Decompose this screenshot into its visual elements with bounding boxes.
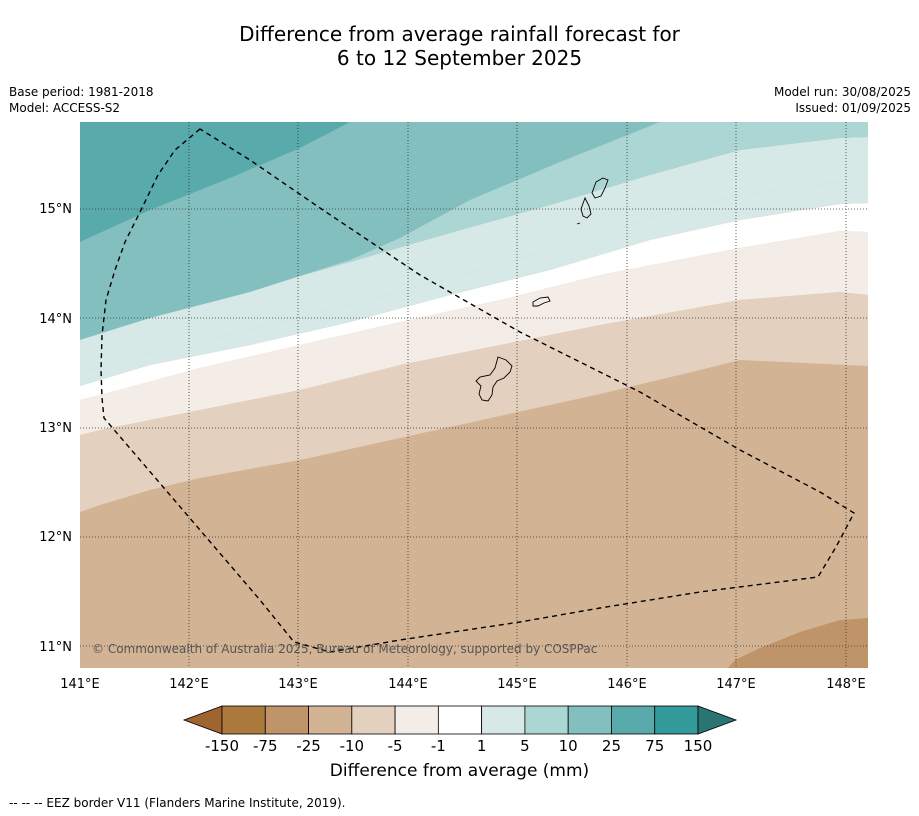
colorbar-bin	[611, 705, 656, 735]
colorbar-tick-label: 1	[477, 737, 487, 755]
colorbar-tick-label: -150	[205, 737, 239, 755]
colorbar-tick-label: -10	[340, 737, 365, 755]
saipan-coastline	[591, 177, 609, 199]
colorbar-title: Difference from average (mm)	[329, 761, 590, 781]
colorbar-bin	[524, 705, 569, 735]
eez-footnote: -- -- -- EEZ border V11 (Flanders Marine…	[9, 796, 346, 810]
rota-coastline	[532, 296, 551, 307]
rain-band--75-to--25	[728, 618, 868, 668]
colorbar-bin	[264, 705, 309, 735]
colorbar-bin	[481, 705, 526, 735]
colorbar-bin	[221, 705, 266, 735]
colorbar-tick-label: -75	[253, 737, 278, 755]
rain-band--10-to--5	[80, 292, 868, 512]
rain-band-1-to-5	[80, 137, 868, 372]
lat-label-14: 14°N	[39, 312, 72, 327]
colorbar-bin	[394, 705, 439, 735]
lat-label-13: 13°N	[39, 421, 72, 436]
title-line-1: Difference from average rainfall forecas…	[239, 22, 680, 46]
lat-label-12: 12°N	[39, 530, 72, 545]
rain-band-1-to-5-lower	[80, 180, 868, 386]
colorbar-tick-label: 25	[602, 737, 621, 755]
lon-label-147: 147°E	[716, 677, 756, 692]
colorbar-tick-label: -25	[296, 737, 321, 755]
lon-label-146: 146°E	[607, 677, 647, 692]
longitude-labels: 141°E 142°E 143°E 144°E 145°E 146°E 147°…	[60, 677, 866, 692]
rain-band--5-to--1	[80, 231, 868, 435]
colorbar-tick-label: -1	[431, 737, 446, 755]
base-period: Base period: 1981-2018	[9, 85, 154, 99]
lon-label-142: 142°E	[169, 677, 209, 692]
model-run: Model run: 30/08/2025	[773, 85, 911, 99]
rain-band--1-to-1	[80, 203, 868, 400]
colorbar-bin	[567, 705, 612, 735]
lon-label-145: 145°E	[497, 677, 537, 692]
lat-label-15: 15°N	[39, 202, 72, 217]
issued-date: Issued: 01/09/2025	[795, 101, 911, 115]
aguijan-coastline	[576, 222, 581, 225]
lon-label-144: 144°E	[388, 677, 428, 692]
rain-band-25-to-75	[80, 122, 350, 242]
colorbar-tick-label: 10	[559, 737, 578, 755]
graticule	[80, 122, 868, 668]
lon-label-141: 141°E	[60, 677, 100, 692]
title-line-2: 6 to 12 September 2025	[336, 46, 583, 70]
colorbar: -150 -75 -25 -10 -5 -1 1 5 10 25 75 150	[182, 705, 738, 755]
colorbar-tick-label: 75	[645, 737, 664, 755]
colorbar-bin	[654, 705, 699, 735]
latitude-labels: 15°N 14°N 13°N 12°N 11°N	[39, 202, 72, 655]
colorbar-bin	[437, 705, 483, 735]
model-name: Model: ACCESS-S2	[9, 101, 121, 115]
coastlines	[475, 177, 609, 402]
lon-label-148: 148°E	[826, 677, 866, 692]
colorbar-bin	[351, 705, 396, 735]
guam-coastline	[475, 356, 513, 402]
eez-border	[100, 128, 855, 653]
map-area: © Commonwealth of Australia 2025, Bureau…	[80, 122, 868, 668]
copyright-credit: © Commonwealth of Australia 2025, Bureau…	[92, 642, 597, 656]
colorbar-tick-label: -5	[388, 737, 403, 755]
map-title: Difference from average rainfall forecas…	[0, 22, 919, 70]
meta-left: Base period: 1981-2018 Model: ACCESS-S2	[9, 84, 154, 116]
colorbar-under-extend	[182, 705, 223, 735]
colorbar-bin	[308, 705, 353, 735]
colorbar-over-extend	[697, 705, 738, 735]
tinian-coastline	[580, 196, 592, 219]
lat-label-11: 11°N	[39, 640, 72, 655]
meta-right: Model run: 30/08/2025 Issued: 01/09/2025	[774, 84, 911, 116]
colorbar-tick-label: 150	[684, 737, 713, 755]
lon-label-143: 143°E	[278, 677, 318, 692]
colorbar-tick-label: 5	[520, 737, 530, 755]
